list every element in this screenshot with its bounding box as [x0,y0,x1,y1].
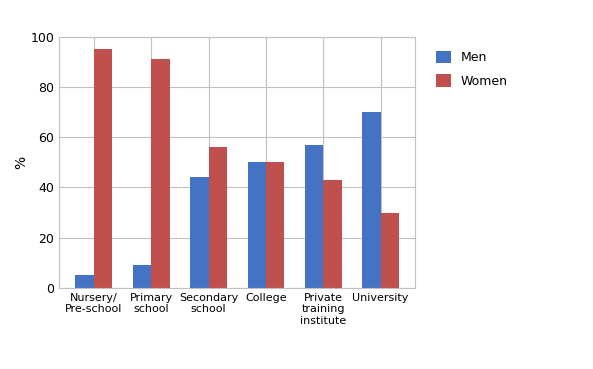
Y-axis label: %: % [14,156,28,169]
Bar [94,49,112,288]
Bar [190,177,209,288]
Bar [151,59,170,288]
Bar [247,162,266,288]
Bar [133,265,151,288]
Bar [323,180,342,288]
Bar [266,162,284,288]
Bar [305,145,323,288]
Bar [209,147,227,288]
Bar [362,112,381,288]
Bar [381,213,399,288]
Bar [75,275,94,288]
Legend: Men, Women: Men, Women [429,43,515,96]
